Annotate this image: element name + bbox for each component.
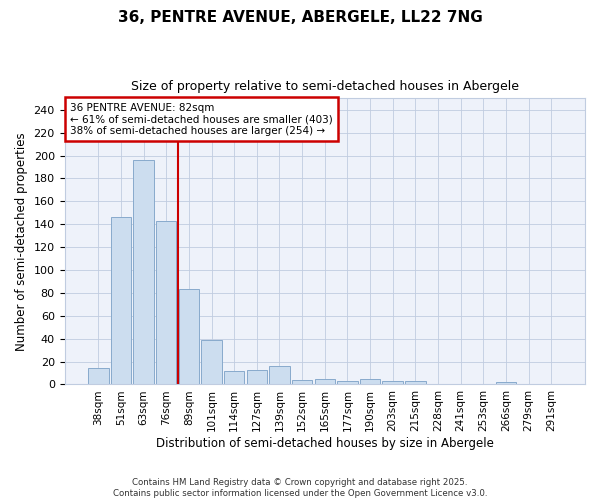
Bar [156, 221, 176, 384]
Title: Size of property relative to semi-detached houses in Abergele: Size of property relative to semi-detach… [131, 80, 519, 93]
Bar [314, 378, 335, 384]
Bar [360, 378, 380, 384]
Bar [111, 218, 131, 384]
Bar [382, 381, 403, 384]
Bar [88, 368, 109, 384]
Bar [133, 160, 154, 384]
Bar [337, 381, 358, 384]
Text: 36, PENTRE AVENUE, ABERGELE, LL22 7NG: 36, PENTRE AVENUE, ABERGELE, LL22 7NG [118, 10, 482, 25]
Bar [224, 370, 244, 384]
Bar [405, 381, 425, 384]
Y-axis label: Number of semi-detached properties: Number of semi-detached properties [15, 132, 28, 350]
Bar [269, 366, 290, 384]
Bar [179, 290, 199, 384]
Bar [496, 382, 516, 384]
X-axis label: Distribution of semi-detached houses by size in Abergele: Distribution of semi-detached houses by … [156, 437, 494, 450]
Text: Contains HM Land Registry data © Crown copyright and database right 2025.
Contai: Contains HM Land Registry data © Crown c… [113, 478, 487, 498]
Bar [202, 340, 222, 384]
Text: 36 PENTRE AVENUE: 82sqm
← 61% of semi-detached houses are smaller (403)
38% of s: 36 PENTRE AVENUE: 82sqm ← 61% of semi-de… [70, 102, 332, 136]
Bar [247, 370, 267, 384]
Bar [292, 380, 313, 384]
